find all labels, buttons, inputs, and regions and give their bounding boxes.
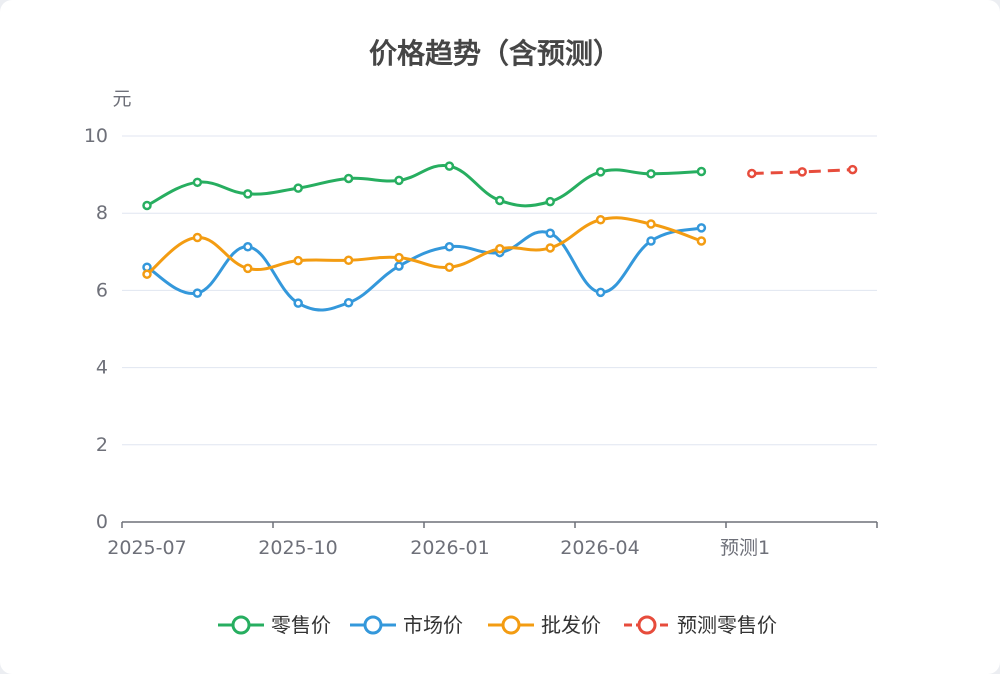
legend-label: 零售价 xyxy=(271,613,331,637)
data-point[interactable] xyxy=(293,255,303,266)
data-point[interactable] xyxy=(696,166,707,177)
y-tick-label: 4 xyxy=(96,357,108,379)
x-axis: 2025-07 2025-10 2026-01 2026-04 预测1 xyxy=(107,521,878,559)
data-point[interactable] xyxy=(847,164,858,175)
data-point[interactable] xyxy=(696,236,707,246)
series-2 xyxy=(142,215,707,279)
y-tick-label: 10 xyxy=(84,125,108,147)
data-point[interactable] xyxy=(595,287,606,298)
series-3 xyxy=(747,164,858,179)
series-1 xyxy=(142,223,707,312)
series-line xyxy=(146,226,702,312)
data-point[interactable] xyxy=(293,298,303,308)
data-point[interactable] xyxy=(797,167,807,177)
series-0 xyxy=(142,161,707,211)
data-point[interactable] xyxy=(243,242,253,252)
data-point[interactable] xyxy=(646,169,656,179)
data-point[interactable] xyxy=(192,177,203,188)
legend-item[interactable]: 预测零售价 xyxy=(624,613,777,637)
data-point[interactable] xyxy=(646,236,656,246)
series-line xyxy=(146,216,702,276)
legend-marker-icon xyxy=(231,615,251,635)
data-point[interactable] xyxy=(545,243,555,253)
grid-lines xyxy=(122,135,877,446)
chart-title: 价格趋势（含预测） xyxy=(369,37,621,70)
data-point[interactable] xyxy=(343,255,354,266)
data-point[interactable] xyxy=(394,175,404,186)
legend-label: 市场价 xyxy=(403,613,463,637)
data-point[interactable] xyxy=(343,298,354,308)
data-point[interactable] xyxy=(444,242,455,252)
legend-item[interactable]: 批发价 xyxy=(488,613,601,637)
data-point[interactable] xyxy=(343,173,354,184)
data-point[interactable] xyxy=(646,219,656,229)
data-point[interactable] xyxy=(545,228,555,239)
data-point[interactable] xyxy=(142,269,152,279)
legend-item[interactable]: 零售价 xyxy=(218,613,331,637)
y-axis-unit: 元 xyxy=(112,88,131,110)
data-point[interactable] xyxy=(142,200,152,211)
data-point[interactable] xyxy=(495,243,505,254)
y-tick-label: 2 xyxy=(96,434,108,456)
y-tick-label: 6 xyxy=(96,279,108,301)
data-point[interactable] xyxy=(495,195,505,206)
data-point[interactable] xyxy=(192,288,203,298)
legend-label: 批发价 xyxy=(541,613,601,637)
x-tick-label: 2025-07 xyxy=(107,537,186,559)
data-point[interactable] xyxy=(696,223,707,233)
series-line xyxy=(146,163,702,208)
legend-marker-icon xyxy=(501,615,521,635)
data-point[interactable] xyxy=(595,167,606,177)
data-point[interactable] xyxy=(444,161,455,171)
y-tick-label: 0 xyxy=(96,511,108,533)
x-tick-label: 预测1 xyxy=(720,537,770,559)
x-tick-label: 2026-01 xyxy=(410,537,489,559)
legend-label: 预测零售价 xyxy=(677,613,777,637)
data-point[interactable] xyxy=(595,215,606,225)
data-point[interactable] xyxy=(243,263,253,274)
legend-marker-icon xyxy=(363,615,383,635)
legend-item[interactable]: 市场价 xyxy=(350,613,463,637)
legend-marker-icon xyxy=(637,615,657,635)
y-tick-label: 8 xyxy=(96,202,108,224)
data-point[interactable] xyxy=(747,168,757,179)
data-point[interactable] xyxy=(394,252,404,263)
legend[interactable]: 零售价 市场价 批发价 预测零售价 xyxy=(218,613,777,637)
series-line xyxy=(751,168,853,175)
data-point[interactable] xyxy=(444,262,455,272)
data-point[interactable] xyxy=(243,189,253,199)
y-axis-ticks: 0 2 4 6 8 10 xyxy=(84,125,108,533)
x-tick-label: 2026-04 xyxy=(560,537,639,559)
data-point[interactable] xyxy=(192,232,203,243)
data-point[interactable] xyxy=(545,196,555,207)
x-tick-label: 2025-10 xyxy=(258,537,337,559)
series-lines xyxy=(142,161,858,312)
data-point[interactable] xyxy=(293,183,303,193)
data-point[interactable] xyxy=(394,261,404,271)
